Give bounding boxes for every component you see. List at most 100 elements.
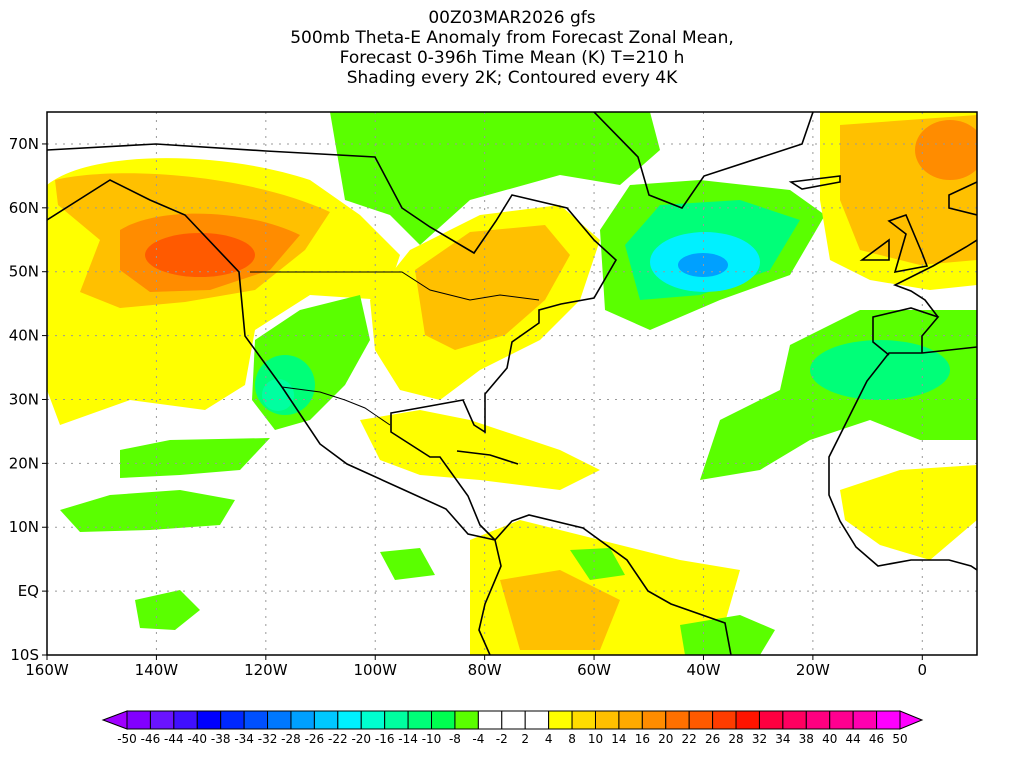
colorbar-swatch <box>477 710 503 730</box>
colorbar-swatch <box>243 710 269 730</box>
colorbar-swatch <box>220 710 245 730</box>
cool-anomaly-pacific-2 <box>120 438 270 478</box>
colorbar-swatch <box>876 710 901 730</box>
colorbar-label: 38 <box>799 732 814 746</box>
colorbar-label: 26 <box>705 732 720 746</box>
coast-south-america <box>494 514 732 655</box>
lat-tick-label: 30N <box>9 390 39 408</box>
colorbar-label: -40 <box>187 732 207 746</box>
colorbar-swatch <box>407 710 433 730</box>
colorbar-label: -50 <box>117 732 137 746</box>
colorbar-label: 14 <box>611 732 626 746</box>
colorbar-swatch <box>665 710 690 730</box>
title-run: 00Z03MAR2026 gfs <box>428 8 596 28</box>
lon-tick-label: 140W <box>135 661 179 679</box>
title-shading: Shading every 2K; Contoured every 4K <box>346 68 678 88</box>
colorbar-label: 44 <box>846 732 861 746</box>
lat-tick-label: 50N <box>9 263 39 281</box>
colorbar-swatch <box>126 710 151 730</box>
colorbar-label: -16 <box>375 732 395 746</box>
shading-layer <box>47 112 977 655</box>
colorbar-label: -14 <box>398 732 418 746</box>
colorbar-swatch <box>524 710 550 730</box>
colorbar-swatch <box>688 710 714 730</box>
colorbar-swatch <box>290 710 315 730</box>
lon-tick-label: 120W <box>244 661 288 679</box>
colorbar-label: 32 <box>752 732 767 746</box>
colorbar-label: 20 <box>658 732 673 746</box>
colorbar-swatch <box>852 710 878 730</box>
coast-gulf-atlantic <box>47 143 618 541</box>
coastlines <box>47 112 977 655</box>
colorbar-label: 46 <box>869 732 884 746</box>
lat-tick-label: 70N <box>9 135 39 153</box>
colorbar-swatch <box>712 710 737 730</box>
colorbar-label: -26 <box>305 732 325 746</box>
colorbar-swatch <box>758 710 784 730</box>
warm-anomaly-south-america-orange <box>500 570 620 650</box>
colorbar-label: 28 <box>728 732 743 746</box>
colorbar-swatch <box>501 710 526 730</box>
colorbar-swatch <box>782 710 807 730</box>
colorbar-label: -38 <box>211 732 231 746</box>
colorbar-swatch <box>313 710 339 730</box>
colorbar-swatch <box>805 710 831 730</box>
colorbar-label: -44 <box>164 732 184 746</box>
lat-tick-label: 10S <box>10 646 39 664</box>
colorbar-swatch <box>454 710 479 730</box>
cool-anomaly-pacific-3 <box>135 590 200 630</box>
lon-tick-label: 160W <box>25 661 69 679</box>
colorbar-swatch <box>594 710 620 730</box>
coast-greenland <box>593 112 814 209</box>
lat-tick-label: 10N <box>9 518 39 536</box>
coast-iberia <box>872 307 940 356</box>
map-frame <box>46 111 978 656</box>
colorbar-label: 40 <box>822 732 837 746</box>
colorbar-swatch <box>173 710 198 730</box>
cool-anomaly-amazon <box>570 548 625 580</box>
colorbar-label: -10 <box>422 732 442 746</box>
title-forecast: Forecast 0-396h Time Mean (K) T=210 h <box>339 48 685 68</box>
colorbar-label: 34 <box>775 732 790 746</box>
colorbar-label: 2 <box>521 732 529 746</box>
colorbar-label: -28 <box>281 732 301 746</box>
lat-tick-label: 40N <box>9 327 39 345</box>
lon-tick-label: 60W <box>577 661 611 679</box>
colorbar-arrow-high <box>899 710 924 730</box>
lat-tick-label: EQ <box>18 582 39 600</box>
colorbar-label: -2 <box>496 732 508 746</box>
warm-anomaly-east-us-orange <box>415 225 570 350</box>
coast-norway <box>948 181 977 216</box>
lat-tick-label: 60N <box>9 199 39 217</box>
lat-tick-label: 20N <box>9 454 39 472</box>
colorbar-label: -8 <box>449 732 461 746</box>
colorbar-label: -34 <box>234 732 254 746</box>
colorbar-label: 8 <box>568 732 576 746</box>
colorbar-swatch <box>149 710 175 730</box>
colorbar-swatch <box>431 710 456 730</box>
colorbar-label: -4 <box>472 732 484 746</box>
lon-tick-label: 80W <box>468 661 502 679</box>
colorbar-swatch <box>337 710 362 730</box>
colorbar-label: 4 <box>545 732 553 746</box>
cool-anomaly-nw-africa-core <box>810 340 950 400</box>
colorbar-label: -32 <box>258 732 278 746</box>
warm-anomaly-europe-core <box>915 120 977 180</box>
colorbar-swatch <box>641 710 667 730</box>
colorbar-swatch <box>618 710 643 730</box>
warm-anomaly-africa <box>840 465 977 560</box>
coast-iceland <box>788 175 841 190</box>
axes: 160W 140W 120W 100W 80W 60W 40W 20W 0 70N 60N 50N 40… <box>9 135 927 679</box>
colorbar-label: 10 <box>588 732 603 746</box>
coast-britain <box>887 213 929 274</box>
colorbar-label: 22 <box>682 732 697 746</box>
lon-tick-label: 100W <box>354 661 398 679</box>
colorbar: -50 -46 -44 -40 -38 -34 -32 -28 -26 -22 -20 -16 -14-… <box>101 710 924 746</box>
title-field: 500mb Theta-E Anomaly from Forecast Zona… <box>290 28 734 48</box>
warm-anomaly-caribbean <box>360 410 600 490</box>
warm-anomaly-pacific-max <box>145 233 255 277</box>
colorbar-label: 16 <box>635 732 650 746</box>
border-us-canada <box>250 271 540 301</box>
colorbar-swatch <box>267 710 292 730</box>
